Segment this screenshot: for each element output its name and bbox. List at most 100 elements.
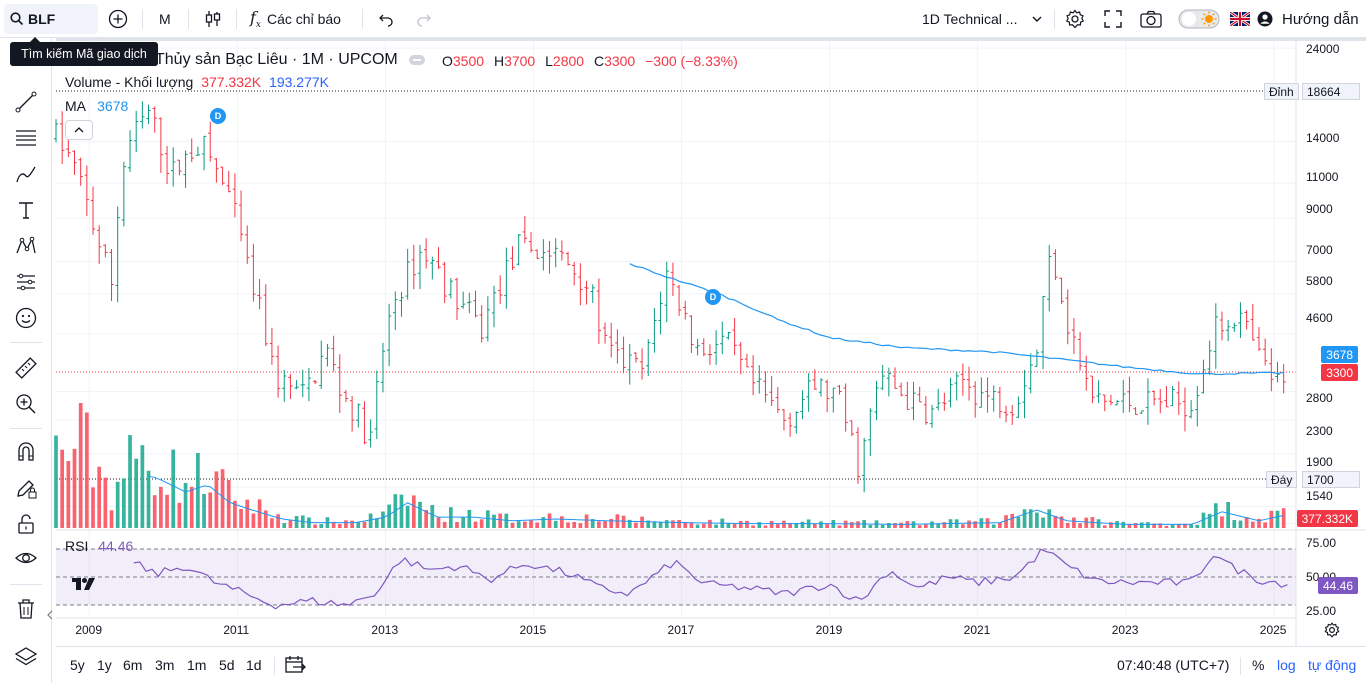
range-1d-button[interactable]: 1d: [246, 657, 262, 673]
prediction-tool[interactable]: [10, 266, 42, 298]
time-tick: 2019: [815, 623, 843, 637]
date-range-button[interactable]: [284, 654, 306, 681]
volume-bar: [831, 519, 836, 528]
volume-bar: [714, 524, 718, 528]
volume-bar: [97, 466, 102, 528]
fib-tool[interactable]: [10, 122, 42, 154]
auto-scale-toggle[interactable]: tự động: [1308, 657, 1357, 673]
redo-button[interactable]: [416, 0, 432, 38]
toolbar-divider: [10, 584, 42, 585]
ma-label[interactable]: MA: [65, 98, 86, 114]
volume-bar: [510, 522, 515, 528]
fullscreen-button[interactable]: [1104, 0, 1122, 38]
rsi-label[interactable]: RSI: [65, 538, 89, 554]
lock-all-tool[interactable]: [10, 508, 42, 540]
log-scale-toggle[interactable]: log: [1277, 657, 1296, 673]
language-button[interactable]: [1230, 0, 1250, 38]
volume-bar: [177, 502, 182, 528]
volume-bar: [609, 518, 614, 528]
interval-button[interactable]: M: [159, 11, 171, 27]
compare-symbol-button[interactable]: [108, 0, 128, 38]
remove-drawings-tool[interactable]: [10, 593, 42, 625]
trend-line-tool[interactable]: [10, 86, 42, 118]
volume-bar: [998, 522, 1002, 528]
low-value: 2800: [552, 53, 585, 69]
volume-bar: [208, 492, 213, 528]
zoom-tool[interactable]: [10, 388, 42, 420]
sidebar-resize-handle[interactable]: [46, 600, 54, 630]
percent-toggle[interactable]: %: [1252, 657, 1265, 673]
price-tick: 5800: [1306, 274, 1333, 288]
volume-bar: [233, 500, 237, 528]
volume-bar: [152, 495, 157, 528]
volume-bar: [566, 522, 570, 528]
trough-label-box: Đáy: [1266, 471, 1298, 488]
volume-bar: [1102, 525, 1107, 528]
volume-bar: [368, 513, 373, 528]
fullscreen-icon: [1104, 10, 1122, 28]
indicators-button[interactable]: fx Các chỉ báo: [250, 0, 341, 38]
volume-label[interactable]: Volume - Khối lượng: [65, 74, 194, 90]
volume-bar: [658, 522, 663, 528]
volume-bar: [701, 523, 706, 528]
high-label: H: [493, 53, 505, 69]
layout-dropdown[interactable]: 1D Technical ...: [922, 0, 1043, 38]
measure-tool[interactable]: [10, 352, 42, 384]
hide-drawings-tool[interactable]: [10, 542, 42, 574]
volume-bar: [430, 505, 435, 528]
range-1y-button[interactable]: 1y: [97, 657, 112, 673]
volume-bar: [708, 519, 712, 528]
volume-bar: [387, 504, 391, 528]
dividend-marker[interactable]: D: [705, 289, 721, 305]
price-tick: 11000: [1306, 170, 1339, 184]
volume-bar: [745, 520, 749, 528]
volume-bar: [165, 494, 169, 528]
clock[interactable]: 07:40:48 (UTC+7): [1117, 657, 1230, 673]
volume-ma-value: 193.277K: [269, 74, 329, 90]
volume-bar: [683, 522, 688, 528]
volume-bar: [1213, 503, 1218, 528]
volume-bar: [307, 517, 311, 528]
text-tool[interactable]: [10, 194, 42, 226]
price-tick: 1900: [1306, 455, 1333, 469]
ma-legend: MA 3678: [65, 98, 128, 114]
range-3m-button[interactable]: 3m: [155, 657, 175, 673]
symbol-title[interactable]: Thủy sản Bạc Liêu · 1M · UPCOM: [155, 51, 398, 68]
object-tree-tool[interactable]: [10, 641, 42, 673]
magnet-tool[interactable]: [10, 436, 42, 468]
gear-icon: [1065, 9, 1085, 29]
smiley-icon: [15, 307, 37, 329]
volume-bar: [1220, 516, 1224, 528]
icon-tool[interactable]: [10, 302, 42, 334]
volume-bar: [664, 520, 669, 528]
range-5y-button[interactable]: 5y: [70, 657, 85, 673]
undo-button[interactable]: [378, 0, 394, 38]
toolbar-divider: [274, 657, 275, 675]
pattern-tool[interactable]: [10, 230, 42, 262]
collapse-legend-button[interactable]: [65, 120, 93, 140]
help-button[interactable]: Hướng dẫn: [1257, 0, 1359, 38]
theme-toggle[interactable]: [1178, 0, 1220, 38]
rsi-legend: RSI 44.46: [65, 538, 133, 554]
brush-tool[interactable]: [10, 158, 42, 190]
uk-flag-icon: [1230, 12, 1250, 26]
open-value: 3500: [452, 53, 485, 69]
lock-drawing-tool[interactable]: [10, 472, 42, 504]
settings-button[interactable]: [1065, 0, 1085, 38]
volume-bar: [479, 519, 484, 528]
range-5d-button[interactable]: 5d: [219, 657, 235, 673]
volume-bar: [424, 509, 428, 528]
volume-bar: [757, 522, 762, 528]
chart-settings-button[interactable]: [1324, 622, 1340, 643]
dividend-marker[interactable]: D: [210, 108, 226, 124]
volume-bar: [726, 523, 731, 528]
chart-type-button[interactable]: [203, 0, 223, 38]
symbol-search-button[interactable]: BLF: [4, 4, 98, 34]
range-6m-button[interactable]: 6m: [123, 657, 143, 673]
range-1m-button[interactable]: 1m: [187, 657, 207, 673]
price-tick: 1540: [1306, 489, 1333, 503]
volume-bar: [689, 522, 694, 528]
volume-bar: [788, 523, 792, 528]
screenshot-button[interactable]: [1140, 0, 1162, 38]
